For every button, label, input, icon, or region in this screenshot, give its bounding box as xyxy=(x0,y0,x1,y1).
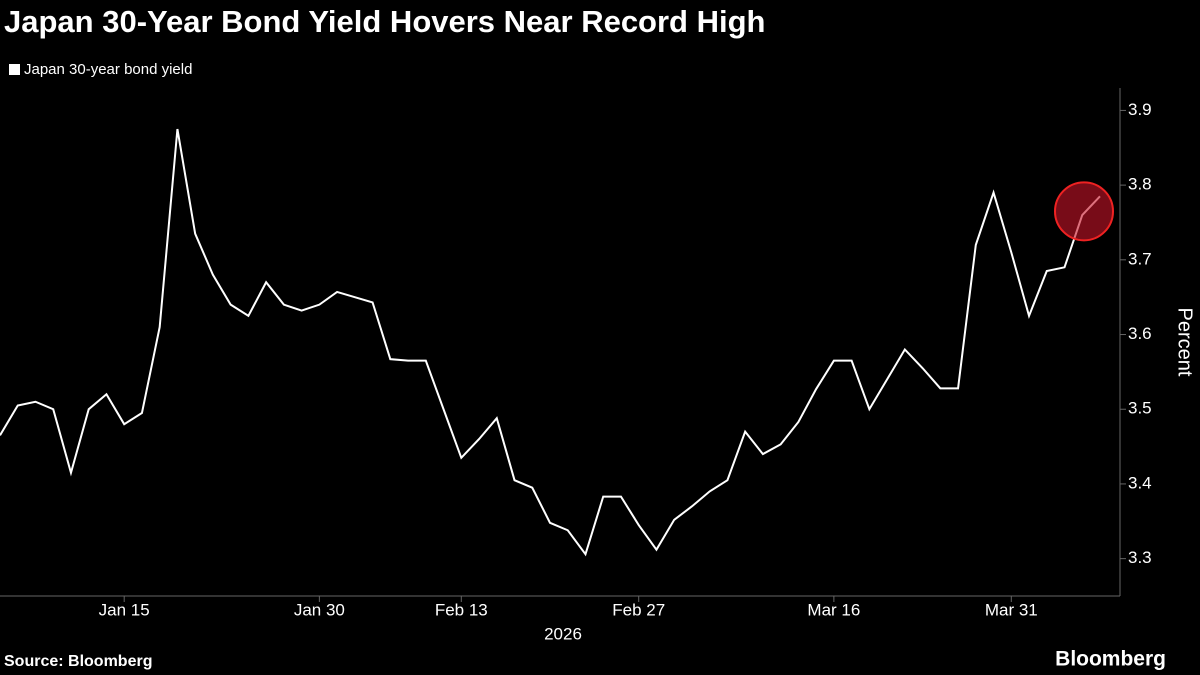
y-tick-label: 3.3 xyxy=(1128,548,1152,567)
y-tick-label: 3.5 xyxy=(1128,399,1152,418)
x-tick-label: Feb 27 xyxy=(612,600,665,619)
legend-swatch xyxy=(9,64,20,75)
y-tick-label: 3.8 xyxy=(1128,175,1152,194)
y-tick-label: 3.6 xyxy=(1128,324,1152,343)
x-tick-label: Mar 16 xyxy=(807,600,860,619)
source: Source: Bloomberg xyxy=(4,653,152,670)
y-axis-label: Percent xyxy=(1174,308,1196,377)
highlight-circle xyxy=(1054,181,1114,242)
x-tick-label: Jan 30 xyxy=(294,600,345,619)
brand: Bloomberg xyxy=(1055,648,1166,671)
x-tick-label: Jan 15 xyxy=(99,600,150,619)
y-tick-label: 3.7 xyxy=(1128,249,1152,268)
line xyxy=(0,128,1101,557)
x-tick-label: Mar 31 xyxy=(985,600,1038,619)
x-tick-label: Feb 13 xyxy=(435,600,488,619)
x-axis-label: 2026 xyxy=(544,624,582,643)
legend-label: Japan 30-year bond yield xyxy=(24,61,192,78)
y-tick-label: 3.4 xyxy=(1128,473,1152,492)
chart-title: Japan 30-Year Bond Yield Hovers Near Rec… xyxy=(4,4,765,39)
y-tick-label: 3.9 xyxy=(1128,100,1152,119)
